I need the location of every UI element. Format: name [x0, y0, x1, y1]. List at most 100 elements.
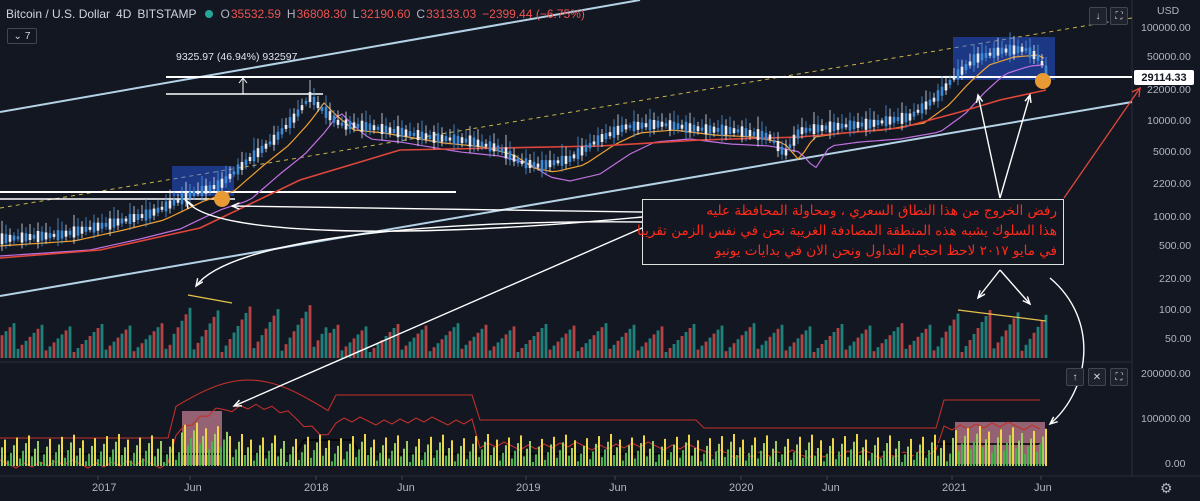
volume-bar — [604, 323, 608, 358]
indicator-bar — [619, 439, 621, 466]
indicator-bar — [841, 443, 843, 466]
indicator-bar — [154, 456, 156, 466]
measure-label: 9325.97 (46.94%) 932597 — [176, 51, 298, 63]
indicator-bar — [940, 448, 942, 466]
volume-bar — [360, 330, 364, 358]
close-icon[interactable]: ✕ — [1088, 368, 1106, 386]
indicator-bar — [379, 452, 381, 466]
volume-bar — [524, 344, 528, 358]
price-candle — [768, 134, 772, 140]
volume-bar — [888, 335, 892, 358]
price-candle — [188, 191, 192, 199]
indicator-bar — [535, 454, 537, 466]
channel-lower — [0, 101, 1133, 297]
price-candle — [816, 124, 820, 133]
arrow-down-icon[interactable]: ↓ — [1089, 7, 1107, 25]
indicator-bar — [421, 459, 423, 466]
symbol-name[interactable]: Bitcoin / U.S. Dollar — [6, 7, 111, 21]
volume-bar — [1044, 314, 1048, 358]
indicator-bar — [721, 436, 723, 466]
volume-bar — [968, 340, 972, 358]
indicator-bar — [613, 455, 615, 466]
price-candle — [820, 125, 824, 132]
settings-icon[interactable]: ⚙ — [1160, 480, 1173, 496]
indicator-bar — [622, 460, 624, 466]
price-candle — [628, 125, 632, 129]
indicator-bar — [730, 441, 732, 466]
price-candle — [436, 133, 440, 143]
volume-bar — [504, 334, 508, 358]
volume-bar — [336, 324, 340, 358]
arrow-up-icon[interactable]: ↑ — [1066, 368, 1084, 386]
volume-bar — [192, 349, 196, 358]
volume-bar — [8, 327, 12, 358]
maximize-icon[interactable]: ⛶ — [1110, 7, 1128, 25]
price-candle — [632, 121, 636, 132]
indicator-bar — [910, 438, 912, 466]
volume-bar — [420, 329, 424, 358]
price-axis-label: 500.00 — [1159, 240, 1192, 252]
price-candle — [876, 120, 880, 126]
indicator-bar — [727, 449, 729, 466]
price-candle — [704, 124, 708, 135]
price-candle — [124, 218, 128, 222]
price-candle — [80, 226, 84, 234]
indicator-bar — [844, 436, 846, 466]
volume-bar — [32, 332, 36, 358]
indicator-bar — [223, 439, 225, 466]
price-candle — [1012, 45, 1016, 55]
price-candle — [168, 200, 172, 209]
indicator-bar — [742, 439, 744, 466]
price-candle — [720, 124, 724, 136]
indicator-bar — [868, 460, 870, 466]
maximize-icon[interactable]: ⛶ — [1110, 368, 1128, 386]
indicator-bar — [130, 460, 132, 466]
indicator-bar — [760, 450, 762, 466]
price-candle — [384, 125, 388, 134]
volume-bar — [652, 334, 656, 358]
indicator-bar — [370, 447, 372, 466]
indicator-bar — [103, 443, 105, 466]
indicator-bar — [16, 437, 18, 466]
volume-bar — [500, 338, 504, 358]
indicator-bar — [217, 426, 219, 466]
volume-bar — [588, 339, 592, 358]
indicator-bar — [196, 422, 198, 466]
indicator-bar — [400, 456, 402, 466]
indicator-bar — [73, 434, 75, 466]
volume-bar — [740, 335, 744, 358]
arrow-to-price-left-head — [975, 93, 984, 103]
price-candle — [276, 131, 280, 140]
arrow-to-price-left — [977, 94, 1001, 199]
volume-bar — [1024, 344, 1028, 358]
indicator-bar — [310, 457, 312, 466]
indicator-bar — [373, 439, 375, 466]
annotation-box[interactable]: رفض الخروج من هذا النطاق السعري ، ومحاول… — [637, 199, 1064, 265]
indicator-bar — [922, 436, 924, 466]
indicators-toggle[interactable]: ⌄ 7 — [7, 28, 37, 44]
red-arrow-head — [1131, 86, 1141, 98]
price-candle — [120, 218, 124, 224]
interval[interactable]: 4D — [116, 7, 132, 21]
price-candle — [1000, 47, 1004, 54]
volume-bar — [404, 345, 408, 358]
volume-bar — [684, 332, 688, 358]
price-candle — [32, 234, 36, 239]
price-candle — [216, 180, 220, 192]
indicator-bar — [394, 443, 396, 466]
indicator-bar — [127, 439, 129, 466]
price-candle — [652, 120, 656, 130]
volume-bar — [608, 348, 612, 358]
indicator-bar — [139, 437, 141, 466]
price-candle — [708, 125, 712, 134]
time-axis-label: 2019 — [516, 482, 541, 494]
volume-bar — [896, 327, 900, 358]
volume-bar — [396, 324, 400, 358]
price-candle — [624, 124, 628, 130]
indicator-bar — [151, 435, 153, 466]
volume-bar — [236, 326, 240, 358]
volume-bar — [328, 332, 332, 358]
volume-bar — [116, 337, 120, 358]
